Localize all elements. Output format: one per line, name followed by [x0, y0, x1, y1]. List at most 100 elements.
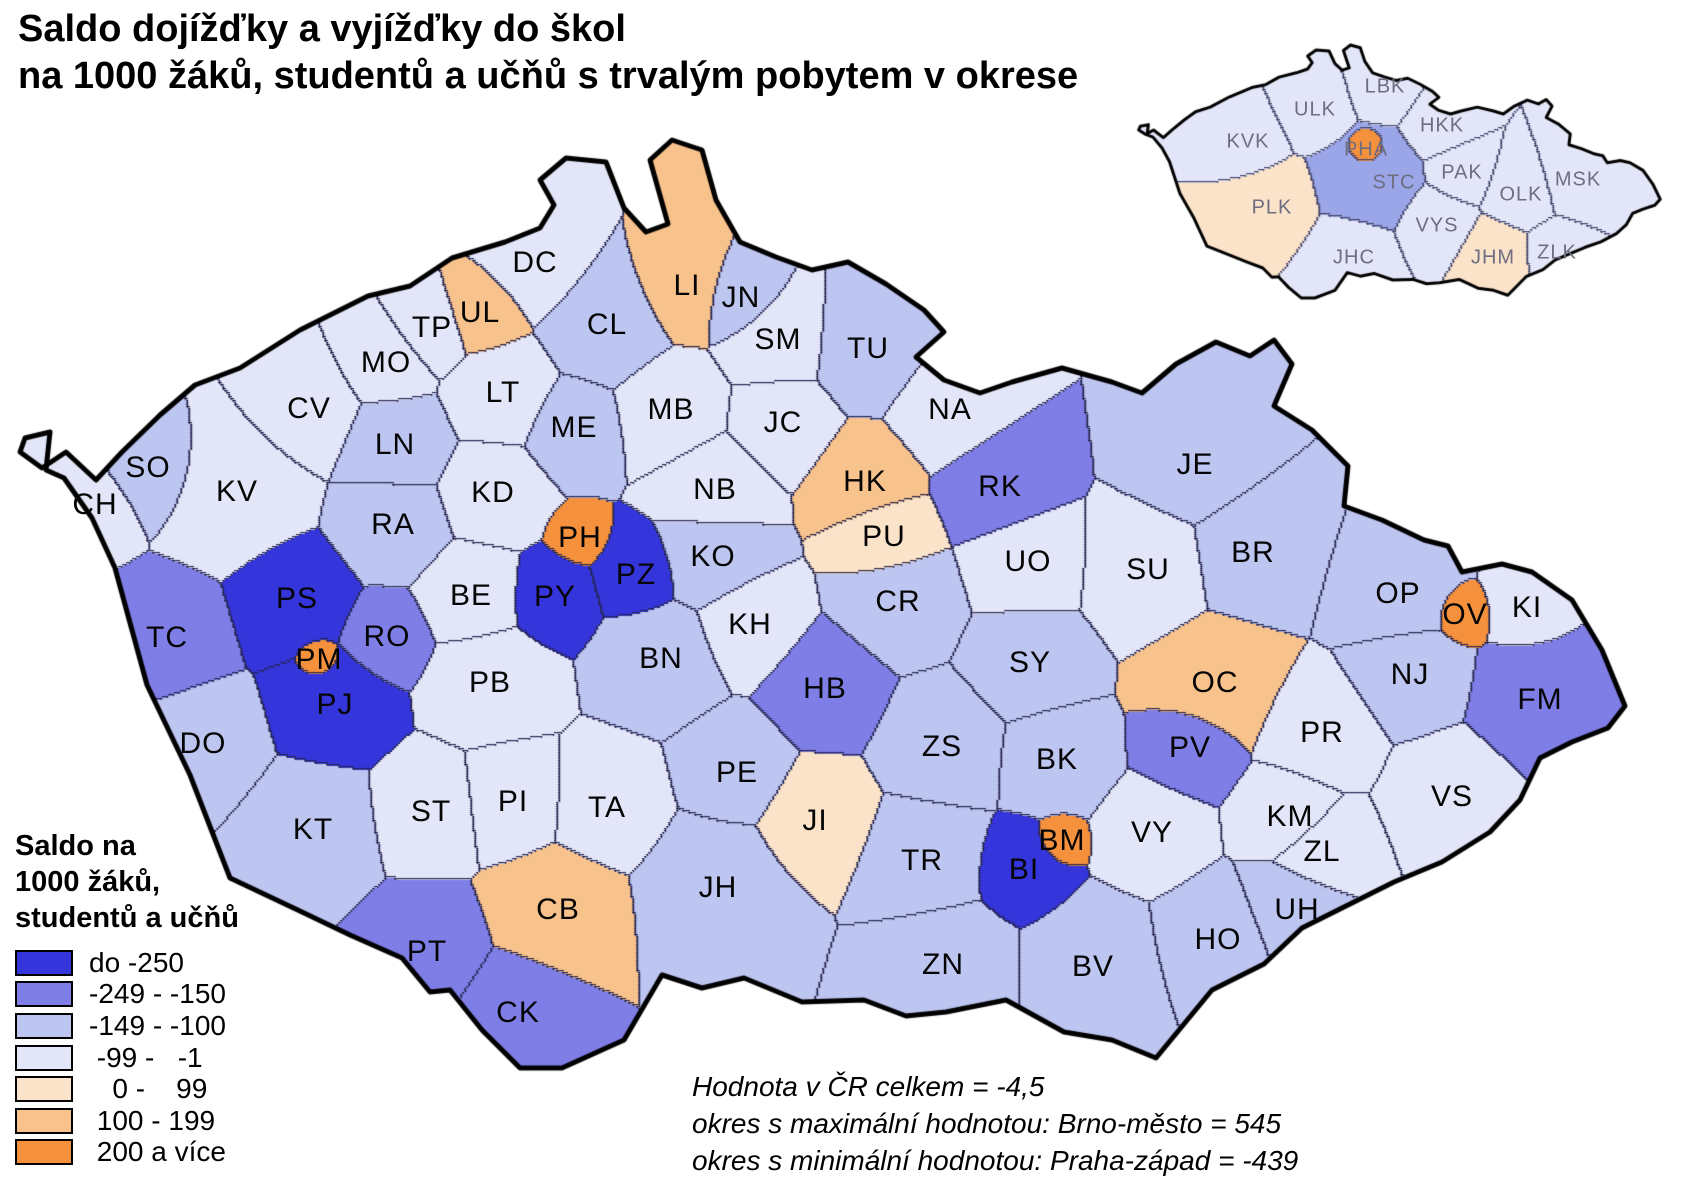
district-label-ho: HO — [1194, 923, 1242, 956]
legend-label: -149 - -100 — [89, 1009, 226, 1041]
annotations: Hodnota v ČR celkem = -4,5 okres s maxim… — [692, 1068, 1298, 1179]
district-label-tu: TU — [847, 332, 889, 365]
region-label-pak: PAK — [1441, 161, 1483, 184]
district-label-uh: UH — [1274, 893, 1320, 926]
district-label-sy: SY — [1008, 646, 1052, 679]
page-title-line2: na 1000 žáků, studentů a učňů s trvalým … — [18, 55, 1079, 97]
district-label-fm: FM — [1517, 683, 1563, 716]
region-label-jhc: JHC — [1333, 246, 1375, 269]
district-label-dc: DC — [512, 246, 558, 279]
region-label-kvk: KVK — [1226, 130, 1270, 153]
district-label-jh: JH — [698, 871, 738, 904]
legend-swatch — [15, 1044, 73, 1071]
district-label-ko: KO — [690, 540, 736, 573]
district-label-mo: MO — [360, 346, 412, 379]
legend-swatch — [15, 1139, 73, 1166]
district-label-ji: JI — [802, 804, 828, 837]
district-label-kv: KV — [215, 475, 259, 508]
district-label-zs: ZS — [921, 730, 963, 763]
legend-row: 200 a více — [15, 1136, 239, 1169]
district-label-pi: PI — [497, 785, 529, 818]
district-label-zl: ZL — [1303, 835, 1341, 868]
district-label-ul: UL — [459, 296, 501, 329]
district-label-hb: HB — [803, 672, 847, 705]
district-label-ck: CK — [496, 996, 540, 1029]
legend-label: 0 - 99 — [89, 1073, 208, 1105]
district-label-bi: BI — [1008, 853, 1040, 886]
district-label-pz: PZ — [615, 558, 657, 591]
district-label-jc: JC — [763, 406, 803, 439]
district-label-sm: SM — [754, 323, 802, 356]
region-label-pha: PHA — [1343, 138, 1389, 161]
district-label-mb: MB — [647, 393, 695, 426]
district-label-ps: PS — [275, 582, 319, 615]
district-label-ra: RA — [371, 508, 415, 541]
legend-label: -99 - -1 — [89, 1041, 203, 1073]
legend-swatch — [15, 1107, 73, 1134]
district-label-ov: OV — [1442, 598, 1488, 631]
legend-row: do -250 — [15, 947, 239, 979]
district-label-pr: PR — [1300, 716, 1344, 749]
district-label-bm: BM — [1038, 824, 1086, 857]
district-label-je: JE — [1176, 448, 1214, 481]
legend-row: -149 - -100 — [15, 1010, 239, 1042]
legend-title-line1: Saldo na — [15, 830, 136, 862]
district-label-na: NA — [928, 393, 972, 426]
district-label-zn: ZN — [922, 948, 964, 981]
district-label-op: OP — [1375, 577, 1421, 610]
district-label-kd: KD — [471, 476, 515, 509]
district-label-pe: PE — [715, 756, 759, 789]
legend-swatch — [15, 981, 73, 1008]
district-label-cb: CB — [536, 893, 580, 926]
district-label-tp: TP — [411, 311, 453, 344]
region-label-jhm: JHM — [1470, 246, 1516, 269]
district-label-ro: RO — [363, 620, 411, 653]
legend-row: 100 - 199 — [15, 1105, 239, 1137]
district-label-oc: OC — [1191, 666, 1239, 699]
district-label-bn: BN — [639, 642, 683, 675]
region-label-stc: STC — [1372, 171, 1416, 194]
region-label-vys: VYS — [1415, 214, 1459, 237]
legend-swatch — [15, 1012, 73, 1039]
district-label-be: BE — [449, 579, 493, 612]
page-title: Saldo dojížďky a vyjížďky do škol na 100… — [18, 6, 1078, 100]
district-label-rk: RK — [978, 470, 1022, 503]
district-label-st: ST — [410, 795, 452, 828]
district-label-nb: NB — [693, 473, 737, 506]
district-label-li: LI — [673, 269, 701, 302]
region-label-ulk: ULK — [1294, 98, 1336, 121]
legend-label: do -250 — [89, 946, 184, 978]
legend-label: 200 a více — [89, 1136, 226, 1168]
legend-title-line2: 1000 žáků, — [15, 866, 161, 898]
legend-title-line3: studentů a učňů — [15, 902, 239, 934]
district-label-tc: TC — [146, 621, 188, 654]
district-label-br: BR — [1231, 536, 1275, 569]
legend-row: -249 - -150 — [15, 978, 239, 1011]
annotation-line: okres s minimální hodnotou: Praha-západ … — [692, 1145, 1299, 1176]
district-label-kt: KT — [292, 813, 334, 846]
district-label-ph: PH — [558, 521, 602, 554]
district-label-do: DO — [179, 727, 227, 760]
district-label-pm: PM — [295, 643, 343, 676]
district-label-bv: BV — [1071, 950, 1115, 983]
district-label-ln: LN — [374, 428, 416, 461]
legend-swatch — [15, 1076, 73, 1103]
district-label-jn: JN — [721, 281, 761, 314]
region-label-plk: PLK — [1251, 196, 1293, 219]
district-label-ch: CH — [72, 488, 118, 521]
district-label-hk: HK — [843, 465, 887, 498]
region-label-msk: MSK — [1554, 168, 1602, 191]
district-label-tr: TR — [901, 844, 943, 877]
legend-swatch — [15, 949, 73, 976]
district-label-lt: LT — [485, 376, 521, 409]
district-label-pj: PJ — [316, 688, 354, 721]
district-label-bk: BK — [1035, 743, 1079, 776]
district-label-pb: PB — [468, 666, 512, 699]
annotation-line: okres s maximální hodnotou: Brno-město =… — [692, 1108, 1282, 1139]
district-label-cv: CV — [287, 392, 331, 425]
region-label-lbk: LBK — [1364, 75, 1406, 98]
district-label-so: SO — [125, 451, 171, 484]
annotation-line: Hodnota v ČR celkem = -4,5 — [692, 1071, 1045, 1102]
legend: Saldo na 1000 žáků, studentů a učňů do -… — [15, 828, 239, 1168]
